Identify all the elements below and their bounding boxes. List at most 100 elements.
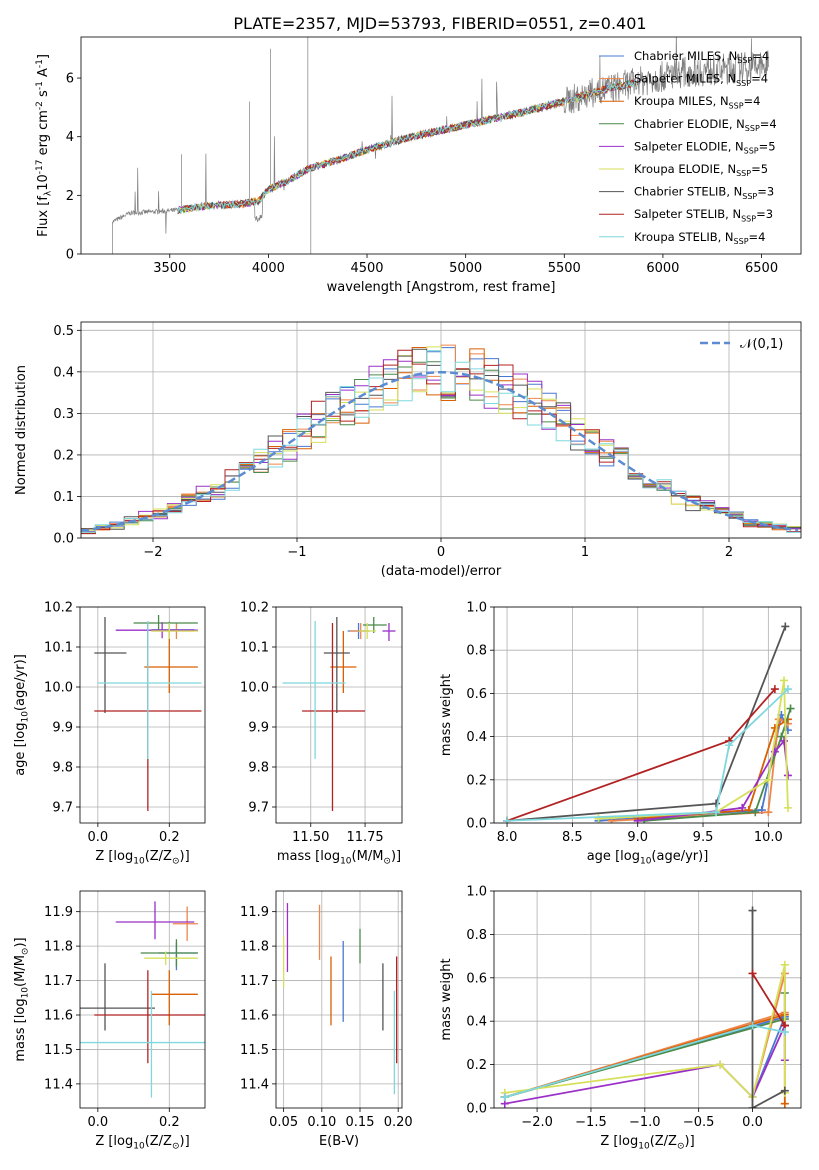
x-tick-label: 3500 [153, 261, 186, 276]
errorbar-point [158, 942, 198, 971]
mass-weight-marker [748, 906, 757, 915]
y-tick-label: 0.0 [466, 1102, 487, 1117]
errorbar-point [144, 631, 198, 693]
y-axis-label: Flux [fλ​10-17​ erg cm-2​ s-1​ A-1​] [35, 54, 54, 237]
axes-frame [493, 606, 802, 824]
mass-weight-marker [780, 1028, 789, 1037]
x-tick-label: −0.5 [683, 1115, 715, 1130]
x-tick-label: 0 [437, 545, 445, 560]
y-tick-label: 11.8 [44, 940, 73, 955]
y-tick-label: 0.5 [53, 324, 74, 339]
mass-weight-marker [783, 685, 792, 694]
mass-weight-marker [780, 1099, 789, 1108]
y-tick-label: 10.1 [44, 641, 73, 656]
mass-weight-marker [633, 816, 642, 823]
plot-area-mass-vs-EBV [282, 903, 398, 1095]
y-tick-label: 0.3 [53, 407, 74, 422]
x-tick-label: 9.5 [693, 830, 714, 845]
mass-weight-marker [770, 723, 779, 732]
y-tick-label: 0 [66, 248, 74, 263]
mass-weight-marker [783, 771, 792, 780]
mass-weight-marker [748, 1021, 757, 1030]
axes-frame [79, 606, 206, 824]
x-tick-label: −1.5 [575, 1115, 607, 1130]
y-axis-label: mass weight [439, 674, 454, 756]
mass-weight-marker [716, 1060, 725, 1069]
y-tick-label: 4 [66, 130, 74, 145]
residuals-legend: 𝒩(0,1) [700, 337, 783, 352]
legend-label: 𝒩(0,1) [740, 337, 783, 352]
x-axis-label: (data-model)/error [381, 564, 502, 579]
y-tick-label: 9.8 [248, 761, 269, 776]
y-tick-label: 11.7 [240, 974, 269, 989]
mass-weight-marker [503, 816, 512, 823]
figure-title: PLATE=2357, MJD=53793, FIBERID=0551, z=0… [233, 14, 646, 33]
x-axis-label: mass [log10​(M/M⊙​)] [277, 849, 401, 867]
x-tick-label: 0.0 [88, 830, 109, 845]
errorbar-point [80, 990, 205, 1098]
y-tick-label: 6 [66, 72, 74, 87]
errorbar-point [382, 623, 396, 641]
x-axis-label: age [log10​(age/yr)] [587, 849, 709, 867]
y-tick-label: 0.0 [466, 817, 487, 832]
panel-mass-vs-Z: 0.0 0.2 11.4 11.5 11.6 11.7 11.8 11.9 Z [log10​(… [13, 890, 206, 1152]
plot-area-weight-vs-Z [500, 906, 789, 1108]
errorbar-point [140, 939, 198, 967]
errorbar-point [151, 623, 198, 639]
y-tick-label: 0.6 [466, 687, 487, 702]
x-tick-label: −1.0 [629, 1115, 661, 1130]
legend-label: Kroupa ELODIE, NSSP​=5 [634, 162, 768, 178]
x-tick-label: 0.10 [307, 1115, 336, 1130]
legend-label: Kroupa MILES, NSSP​=4 [634, 94, 760, 110]
y-tick-label: 11.6 [44, 1009, 73, 1024]
x-axis-label: Z [log10​(Z/Z⊙​)] [95, 1134, 189, 1152]
errorbar-point [323, 617, 350, 713]
mass-weight-line [507, 688, 789, 822]
y-tick-label: 10.0 [44, 681, 73, 696]
mass-weight-marker [770, 685, 779, 694]
errorbar-point [330, 631, 357, 693]
plot-area-age-vs-mass [282, 617, 396, 811]
panel-spectrum: 3500 4000 4500 5000 5500 6000 6500 0 2 4 6 waveleng… [35, 36, 802, 295]
errorbar-point [172, 906, 198, 941]
x-tick-label: 8.0 [497, 830, 518, 845]
x-tick-label: 5500 [548, 261, 581, 276]
mass-weight-marker [751, 808, 760, 817]
y-axis-label: mass weight [439, 958, 454, 1040]
y-tick-label: 0.4 [53, 365, 74, 380]
y-tick-label: 1.0 [466, 885, 487, 900]
model-fit-line [177, 79, 636, 214]
mass-weight-marker [780, 676, 789, 685]
panel-age-vs-Z: 0.0 0.2 9.7 9.8 9.9 10.0 10.1 10.2 Z [log10​(Z/Z… [13, 601, 206, 867]
x-tick-label: 0.05 [269, 1115, 298, 1130]
x-tick-label: 10.0 [754, 830, 783, 845]
x-axis-label: wavelength [Angstrom, rest frame] [327, 280, 556, 295]
x-tick-label: 4000 [252, 261, 285, 276]
y-tick-label: 11.9 [240, 905, 269, 920]
y-tick-label: 0.2 [466, 773, 487, 788]
x-tick-label: 8.5 [562, 830, 583, 845]
x-tick-label: 0.15 [346, 1115, 375, 1130]
errorbar-point [94, 970, 205, 1064]
y-tick-label: 9.8 [52, 761, 73, 776]
y-tick-label: 1.0 [466, 601, 487, 616]
y-tick-label: 0.2 [53, 448, 74, 463]
y-tick-label: 0.0 [53, 532, 74, 547]
y-tick-label: 9.7 [248, 801, 269, 816]
legend-label: Chabrier MILES, NSSP​=4 [634, 49, 769, 65]
y-tick-label: 11.5 [44, 1043, 73, 1058]
panel-mass-vs-EBV: 0.05 0.10 0.15 0.20 11.4 11.5 11.6 11.7 11.8 11.9… [240, 890, 413, 1149]
errorbar-point [144, 951, 198, 966]
panel-age-vs-mass: 11.50 11.75 9.7 9.8 9.9 10.0 10.1 10.2 mass [log… [240, 601, 403, 867]
y-tick-label: 0.8 [466, 928, 487, 943]
panel-weight-vs-age: 8.0 8.5 9.0 9.5 10.0 0.0 0.2 0.4 0.6 0.8 1.0 age [l… [439, 601, 802, 867]
mass-weight-marker [780, 960, 789, 969]
spectrum-legend: Chabrier MILES, NSSP​=4 Salpeter MILES, N… [599, 49, 777, 246]
x-tick-label: −2 [143, 545, 162, 560]
plot-area-age-vs-Z [94, 615, 202, 811]
x-tick-label: 1 [581, 545, 589, 560]
x-axis-label: Z [log10​(Z/Z⊙​)] [95, 849, 189, 867]
plot-area-residuals [81, 344, 801, 535]
y-axis-label: Normed distribution [14, 365, 29, 495]
x-tick-label: 11.50 [292, 830, 329, 845]
